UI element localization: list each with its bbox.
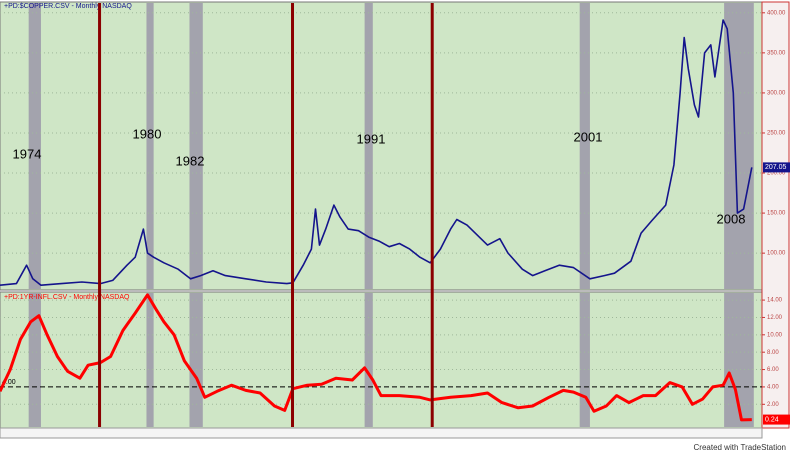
panel-header: +PD:1YR-INFL.CSV - Monthly NASDAQ xyxy=(4,294,130,301)
recession-band xyxy=(189,293,203,427)
year-annotation: 1991 xyxy=(357,131,386,146)
year-annotation: 1982 xyxy=(176,153,205,168)
y-tick-label: 8.00 xyxy=(767,350,779,356)
recession-band xyxy=(146,293,154,427)
y-tick-label: 150.00 xyxy=(767,211,786,217)
data-line xyxy=(0,293,752,422)
recession-band xyxy=(146,3,154,289)
year-annotation: 1980 xyxy=(133,126,162,141)
last-value-label: 0.24 xyxy=(765,416,779,423)
year-annotation: 2008 xyxy=(717,211,746,226)
y-tick-label: 400.00 xyxy=(767,10,786,16)
year-annotation: 1974 xyxy=(13,146,42,161)
y-tick-label: 4.00 xyxy=(767,384,779,390)
y-tick-label: 300.00 xyxy=(767,90,786,96)
last-value-box xyxy=(763,414,790,425)
recession-band xyxy=(189,3,203,289)
recession-band xyxy=(28,293,41,427)
recession-band xyxy=(579,293,590,427)
reference-label: 4.00 xyxy=(2,379,16,386)
y-tick-label: 10.00 xyxy=(767,332,783,338)
y-tick-label: 100.00 xyxy=(767,251,786,257)
footer: Created with TradeStation xyxy=(694,443,787,452)
panel-header: +PD:$COPPER.CSV - Monthly NASDAQ xyxy=(4,3,132,10)
y-tick-label: 350.00 xyxy=(767,50,786,56)
recession-band xyxy=(364,3,373,289)
y-tick-label: 14.00 xyxy=(767,298,783,304)
y-tick-label: 12.00 xyxy=(767,315,783,321)
y-tick-label: 200.00 xyxy=(767,171,786,177)
last-value-box xyxy=(763,162,790,173)
x-axis xyxy=(0,427,763,439)
recession-band xyxy=(28,3,41,289)
y-tick-label: 2.00 xyxy=(767,402,779,408)
recession-band xyxy=(364,293,373,427)
last-value-label: 207.05 xyxy=(765,164,787,171)
right-axis xyxy=(761,1,790,429)
y-tick-label: 6.00 xyxy=(767,367,779,373)
year-annotation: 2001 xyxy=(574,129,603,144)
data-line xyxy=(0,19,753,286)
recession-band xyxy=(579,3,590,289)
inflation-panel xyxy=(0,291,763,429)
y-tick-label: 250.00 xyxy=(767,131,786,137)
